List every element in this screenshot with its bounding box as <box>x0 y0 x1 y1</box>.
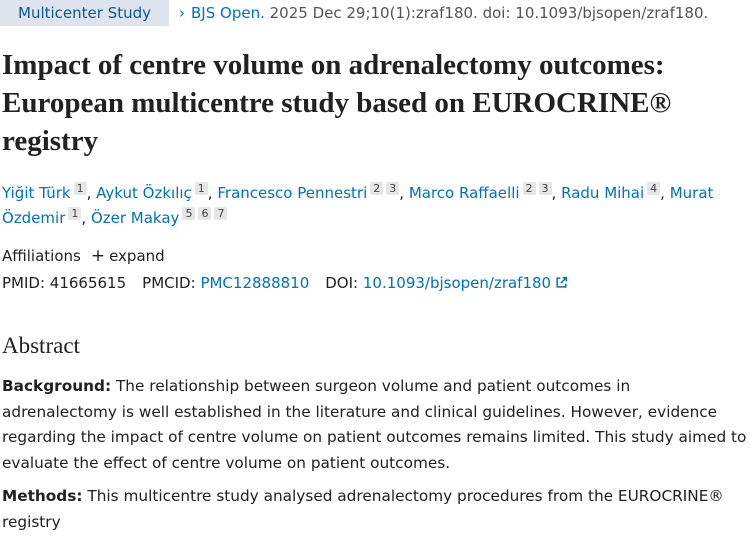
author-name[interactable]: Yiğit Türk <box>2 184 71 202</box>
article-title: Impact of centre volume on adrenalectomy… <box>2 49 672 157</box>
affiliation-ref[interactable]: 2 <box>522 182 536 195</box>
identifier-value[interactable]: PMC12888810 <box>200 274 310 292</box>
affiliation-ref[interactable]: 7 <box>214 207 228 220</box>
author: Özer Makay 5 6 7 <box>90 207 228 227</box>
identifiers: PMID: 41665615 PMCID: PMC12888810 DOI: 10.… <box>2 274 584 292</box>
identifier: PMID: 41665615 <box>2 274 126 292</box>
author-name[interactable]: Radu Mihai <box>561 184 645 202</box>
expand-toggle[interactable]: expand <box>109 247 165 265</box>
section-text: This multicentre study analysed adrenale… <box>2 487 724 531</box>
separator: , <box>399 184 405 202</box>
citation: › BJS Open. 2025 Dec 29;10(1):zraf180. do… <box>179 4 709 22</box>
external-link-icon[interactable] <box>555 276 568 289</box>
affiliation-ref[interactable]: 4 <box>647 182 661 195</box>
separator: , <box>660 184 665 202</box>
author-name[interactable]: Murat Özdemir <box>2 184 714 227</box>
author: Yiğit Türk 1, <box>2 182 92 202</box>
author: Radu Mihai 4, <box>561 182 665 202</box>
section-text: The relationship between surgeon volume … <box>2 377 747 472</box>
author: Francesco Pennestri 2 3, <box>217 182 405 202</box>
identifier-label: DOI: <box>325 274 359 292</box>
author-name[interactable]: Marco Raffaelli <box>408 184 520 202</box>
journal-link[interactable]: BJS Open. <box>191 4 265 22</box>
affiliation-ref[interactable]: 2 <box>370 182 384 195</box>
affiliation-ref[interactable]: 1 <box>194 182 208 195</box>
identifier-label: PMID: <box>2 274 46 292</box>
publication-type[interactable]: Multicenter Study <box>0 0 170 26</box>
affiliations: Affiliations + expand <box>2 246 165 266</box>
separator: , <box>86 184 92 202</box>
identifier: DOI: 10.1093/bjsopen/zraf180 <box>325 274 568 292</box>
section-label: Background: <box>2 377 112 395</box>
author-name[interactable]: Aykut Özkılıç <box>96 184 192 202</box>
affiliation-ref[interactable]: 1 <box>68 207 82 220</box>
identifier: PMCID: PMC12888810 <box>142 274 309 292</box>
identifier-value: 41665615 <box>49 274 127 292</box>
separator: , <box>551 184 557 202</box>
affiliations-label: Affiliations <box>2 247 81 265</box>
abstract-section: Methods: This multicentre study analysed… <box>2 484 747 535</box>
citation-bar: Multicenter Study › BJS Open. 2025 Dec 29… <box>0 0 708 26</box>
abstract-body: Background: The relationship between sur… <box>2 374 747 543</box>
affiliation-ref[interactable]: 3 <box>538 182 552 195</box>
author: Marco Raffaelli 2 3, <box>408 182 557 202</box>
page: Multicenter Study › BJS Open. 2025 Dec 29… <box>0 0 747 531</box>
author-name[interactable]: Özer Makay <box>90 209 180 227</box>
separator: , <box>81 209 87 227</box>
separator: , <box>207 184 213 202</box>
affiliation-ref[interactable]: 3 <box>386 182 400 195</box>
abstract-section: Background: The relationship between sur… <box>2 374 747 476</box>
identifier-value[interactable]: 10.1093/bjsopen/zraf180 <box>362 274 552 292</box>
author: Aykut Özkılıç 1, <box>96 182 213 202</box>
abstract-heading: Abstract <box>2 333 80 358</box>
author-list: Yiğit Türk 1, Aykut Özkılıç 1, Francesco P… <box>2 181 747 231</box>
citation-text: 2025 Dec 29;10(1):zraf180. doi: 10.1093/… <box>269 4 709 22</box>
author-name[interactable]: Francesco Pennestri <box>217 184 368 202</box>
affiliation-ref[interactable]: 5 <box>182 207 196 220</box>
identifier-label: PMCID: <box>142 274 196 292</box>
section-label: Methods: <box>2 487 83 505</box>
affiliation-ref[interactable]: 6 <box>198 207 212 220</box>
author: Murat Özdemir 1, <box>2 184 713 227</box>
affiliation-ref[interactable]: 1 <box>73 182 87 195</box>
